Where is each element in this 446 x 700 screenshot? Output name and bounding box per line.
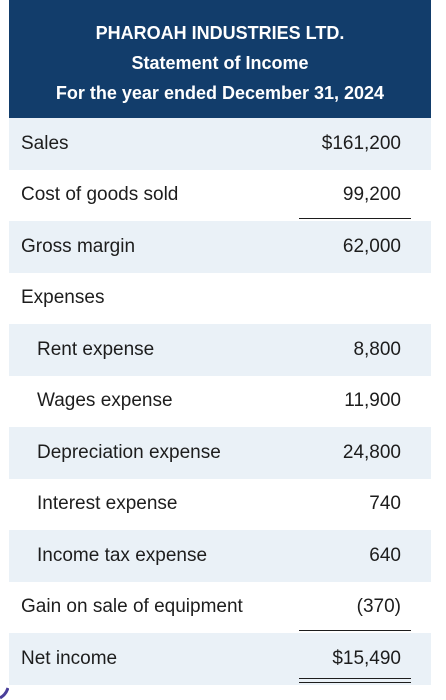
row-rent-expense: Rent expense 8,800 xyxy=(9,324,431,376)
row-depreciation-expense: Depreciation expense 24,800 xyxy=(9,427,431,479)
row-wages-expense: Wages expense 11,900 xyxy=(9,376,431,428)
row-expenses-heading: Expenses xyxy=(9,273,431,325)
row-label: Cost of goods sold xyxy=(21,184,179,206)
row-amount: $161,200 xyxy=(321,132,401,154)
row-label: Wages expense xyxy=(37,390,173,412)
row-sales: Sales $161,200 xyxy=(9,118,431,170)
row-interest-expense: Interest expense 740 xyxy=(9,479,431,531)
row-gain-on-sale: Gain on sale of equipment (370) xyxy=(9,582,431,634)
row-label: Expenses xyxy=(21,287,105,309)
row-label: Income tax expense xyxy=(37,544,208,566)
row-amount: $15,490 xyxy=(332,647,401,669)
row-amount: 11,900 xyxy=(344,390,401,412)
total-double-underline-top xyxy=(299,677,411,679)
row-amount: 24,800 xyxy=(342,441,401,463)
row-gross-margin: Gross margin 62,000 xyxy=(9,221,431,273)
row-label: Rent expense xyxy=(37,338,155,360)
subtotal-underline xyxy=(299,218,411,219)
row-label: Sales xyxy=(21,132,69,154)
row-amount: 8,800 xyxy=(353,338,401,360)
subtotal-underline xyxy=(299,630,411,631)
row-label: Interest expense xyxy=(37,493,178,515)
company-name: PHAROAH INDUSTRIES LTD. xyxy=(95,23,345,43)
row-net-income: Net income $15,490 xyxy=(9,633,431,685)
total-double-underline-bottom xyxy=(299,681,411,683)
row-label: Gross margin xyxy=(21,235,136,257)
statement-header: PHAROAH INDUSTRIES LTD. Statement of Inc… xyxy=(9,0,431,118)
row-amount: 640 xyxy=(369,544,401,566)
row-amount: 62,000 xyxy=(342,235,401,257)
row-label: Net income xyxy=(21,647,118,669)
row-cost-of-goods-sold: Cost of goods sold 99,200 xyxy=(9,170,431,222)
income-statement-table: Sales $161,200 Cost of goods sold 99,200… xyxy=(9,118,431,685)
statement-period: For the year ended December 31, 2024 xyxy=(55,83,385,103)
row-amount: 740 xyxy=(369,493,401,515)
page-edge-mark xyxy=(0,687,9,700)
row-amount: 99,200 xyxy=(342,184,401,206)
statement-title: Statement of Income xyxy=(131,53,309,73)
row-label: Gain on sale of equipment xyxy=(21,596,243,618)
row-income-tax-expense: Income tax expense 640 xyxy=(9,530,431,582)
row-label: Depreciation expense xyxy=(37,441,221,463)
row-amount: (370) xyxy=(356,596,401,618)
